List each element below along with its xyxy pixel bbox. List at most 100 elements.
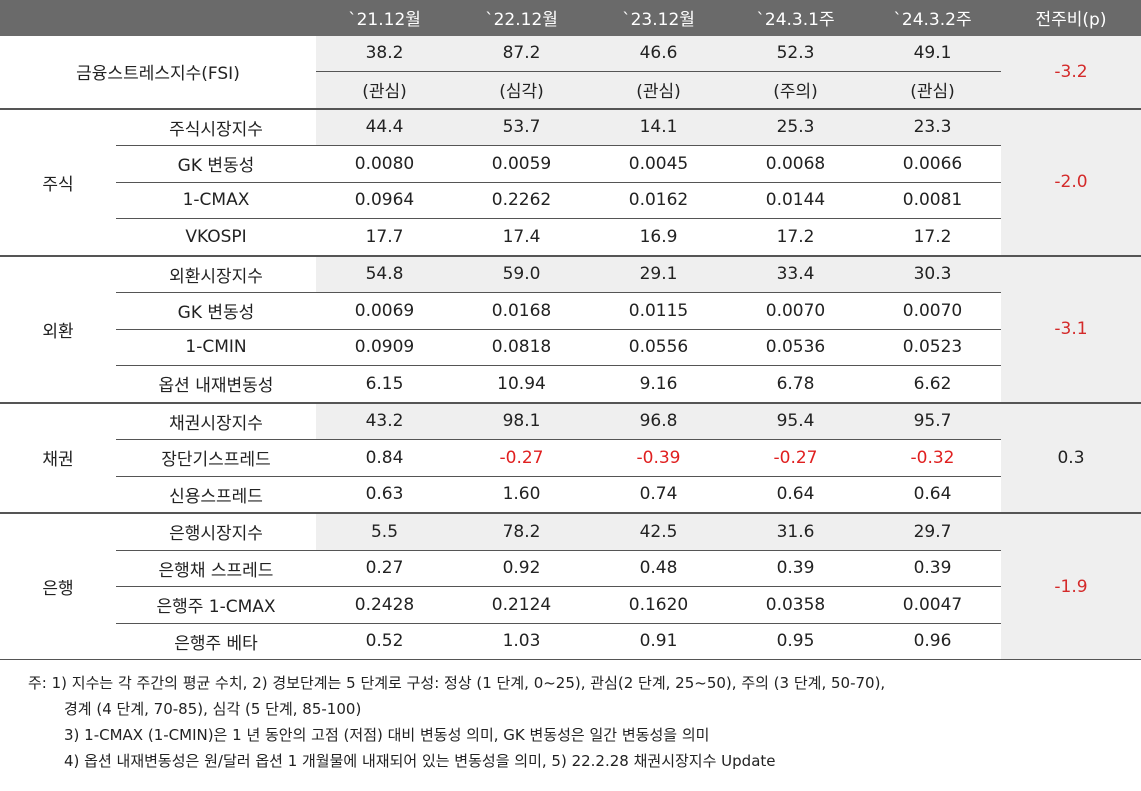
indicator-value: 0.63: [316, 476, 453, 514]
header-col: `24.3.2주: [864, 0, 1001, 36]
fsi-value-row: 금융스트레스지수(FSI) 38.2 87.2 46.6 52.3 49.1 -…: [0, 35, 1141, 109]
table-row: 은행주 베타 0.52 1.03 0.91 0.95 0.96: [0, 623, 1141, 660]
indicator-value: 0.2262: [453, 182, 590, 219]
indicator-value: 0.39: [864, 550, 1001, 587]
indicator-value: 53.7: [453, 107, 590, 146]
indicator-value: 0.39: [727, 550, 864, 587]
indicator-value: 31.6: [727, 512, 864, 551]
table-row: 1-CMIN 0.0909 0.0818 0.0556 0.0536 0.0523: [0, 329, 1141, 366]
indicator-value: 42.5: [590, 512, 727, 551]
indicator-value: 95.4: [727, 401, 864, 440]
fsi-stage: (관심): [316, 71, 453, 109]
indicator-name: 장단기스프레드: [116, 439, 316, 477]
indicator-value: 0.0818: [453, 329, 590, 366]
table-row: 외환 외환시장지수 54.8 59.0 29.1 33.4 30.3 -3.1: [0, 254, 1141, 403]
indicator-value: 0.0047: [864, 586, 1001, 624]
group-delta: -2.0: [1001, 107, 1141, 256]
indicator-value: 44.4: [316, 107, 453, 146]
table-row: GK 변동성 0.0080 0.0059 0.0045 0.0068 0.0066: [0, 145, 1141, 183]
indicator-name: 1-CMIN: [116, 329, 316, 366]
indicator-value: 0.2428: [316, 586, 453, 624]
group-name: 채권: [0, 401, 116, 514]
table-row: 은행 은행시장지수 5.5 78.2 42.5 31.6 29.7 -1.9: [0, 512, 1141, 660]
indicator-value: 17.2: [864, 218, 1001, 256]
header-col: `21.12월: [316, 0, 453, 36]
table-row: 신용스프레드 0.63 1.60 0.74 0.64 0.64: [0, 476, 1141, 514]
indicator-name: 신용스프레드: [116, 476, 316, 514]
group-delta: 0.3: [1001, 401, 1141, 514]
indicator-name: 옵션 내재변동성: [116, 365, 316, 403]
table-row: GK 변동성 0.0069 0.0168 0.0115 0.0070 0.0070: [0, 292, 1141, 330]
indicator-value: 29.1: [590, 254, 727, 293]
group-name: 은행: [0, 512, 116, 660]
indicator-name: 주식시장지수: [116, 107, 316, 146]
footnote-line: 주: 1) 지수는 각 주간의 평균 수치, 2) 경보단계는 5 단계로 구성…: [28, 674, 886, 692]
indicator-value: 0.0909: [316, 329, 453, 366]
indicator-value: 0.64: [864, 476, 1001, 514]
indicator-name: 은행주 1-CMAX: [116, 586, 316, 624]
indicator-value: 0.0556: [590, 329, 727, 366]
indicator-value: 0.74: [590, 476, 727, 514]
indicator-name: 은행채 스프레드: [116, 550, 316, 587]
indicator-name: 채권시장지수: [116, 401, 316, 440]
indicator-value: 0.52: [316, 623, 453, 660]
indicator-value: 0.0144: [727, 182, 864, 219]
indicator-value: 5.5: [316, 512, 453, 551]
indicator-value: 43.2: [316, 401, 453, 440]
indicator-value: 0.0069: [316, 292, 453, 330]
indicator-value: 0.0536: [727, 329, 864, 366]
indicator-value: 0.48: [590, 550, 727, 587]
table-row: 1-CMAX 0.0964 0.2262 0.0162 0.0144 0.0081: [0, 182, 1141, 219]
table-row: 은행채 스프레드 0.27 0.92 0.48 0.39 0.39: [0, 550, 1141, 587]
indicator-value: 23.3: [864, 107, 1001, 146]
indicator-value: 0.0080: [316, 145, 453, 183]
header-col: `22.12월: [453, 0, 590, 36]
table-row: 은행주 1-CMAX 0.2428 0.2124 0.1620 0.0358 0.0047: [0, 586, 1141, 624]
indicator-value: 0.64: [727, 476, 864, 514]
indicator-name: GK 변동성: [116, 292, 316, 330]
indicator-value: 0.0070: [864, 292, 1001, 330]
header-col: `24.3.1주: [727, 0, 864, 36]
indicator-value: 0.1620: [590, 586, 727, 624]
indicator-value: 0.0066: [864, 145, 1001, 183]
fsi-delta: -3.2: [1001, 35, 1141, 109]
indicator-value: 6.62: [864, 365, 1001, 403]
indicator-value: 0.0070: [727, 292, 864, 330]
footnotes: 주: 1) 지수는 각 주간의 평균 수치, 2) 경보단계는 5 단계로 구성…: [28, 670, 1128, 774]
indicator-value: -0.39: [590, 439, 727, 477]
table-row: 주식 주식시장지수 44.4 53.7 14.1 25.3 23.3 -2.0: [0, 107, 1141, 256]
fsi-name: 금융스트레스지수(FSI): [0, 35, 316, 109]
footnote-line: 3) 1-CMAX (1-CMIN)은 1 년 동안의 고점 (저점) 대비 변…: [64, 726, 710, 744]
indicator-value: -0.32: [864, 439, 1001, 477]
indicator-value: 0.84: [316, 439, 453, 477]
group-delta: -1.9: [1001, 512, 1141, 660]
indicator-value: 98.1: [453, 401, 590, 440]
indicator-name: 1-CMAX: [116, 182, 316, 219]
indicator-value: 0.95: [727, 623, 864, 660]
fsi-stage-row: (관심) (심각) (관심) (주의) (관심): [0, 71, 1141, 109]
indicator-value: 78.2: [453, 512, 590, 551]
indicator-name: 외환시장지수: [116, 254, 316, 293]
indicator-value: -0.27: [453, 439, 590, 477]
indicator-name: VKOSPI: [116, 218, 316, 256]
indicator-name: GK 변동성: [116, 145, 316, 183]
indicator-value: 0.0081: [864, 182, 1001, 219]
indicator-value: 25.3: [727, 107, 864, 146]
indicator-value: 95.7: [864, 401, 1001, 440]
indicator-value: 1.60: [453, 476, 590, 514]
indicator-value: 0.0358: [727, 586, 864, 624]
indicator-value: 0.0964: [316, 182, 453, 219]
table-row: VKOSPI 17.7 17.4 16.9 17.2 17.2: [0, 218, 1141, 256]
indicator-value: -0.27: [727, 439, 864, 477]
indicator-name: 은행시장지수: [116, 512, 316, 551]
table-row: 옵션 내재변동성 6.15 10.94 9.16 6.78 6.62: [0, 365, 1141, 403]
indicator-value: 0.0059: [453, 145, 590, 183]
indicator-value: 6.78: [727, 365, 864, 403]
indicator-value: 0.0068: [727, 145, 864, 183]
indicator-value: 0.0162: [590, 182, 727, 219]
footnote-line: 4) 옵션 내재변동성은 원/달러 옵션 1 개월물에 내재되어 있는 변동성을…: [64, 752, 776, 770]
indicator-value: 14.1: [590, 107, 727, 146]
indicator-value: 0.0115: [590, 292, 727, 330]
fsi-stage: (심각): [453, 71, 590, 109]
header-col: `23.12월: [590, 0, 727, 36]
